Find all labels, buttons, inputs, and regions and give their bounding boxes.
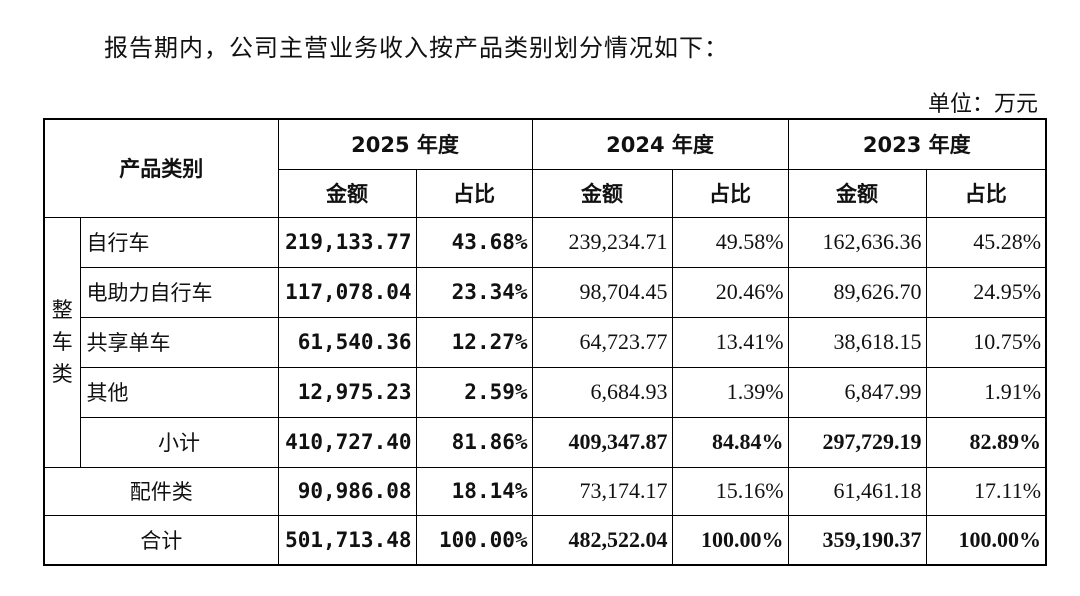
row-name: 自行车 <box>79 216 279 268</box>
row-name: 其他 <box>79 366 279 418</box>
group-label-char: 整 <box>51 298 73 322</box>
cell-2024-share: 15.16% <box>671 466 789 516</box>
cell-2024-share: 1.39% <box>671 366 789 418</box>
cell-2023-amount: 89,626.70 <box>787 266 927 318</box>
cell-2025-share: 2.59% <box>415 366 533 418</box>
cell-2023-amount: 6,847.99 <box>787 366 927 418</box>
cell-2024-amount: 409,347.87 <box>531 416 673 468</box>
parts-row: 配件类 90,986.08 18.14% 73,174.17 15.16% 61… <box>43 466 1047 516</box>
cell-2023-share: 17.11% <box>925 466 1047 516</box>
group-label-char: 类 <box>51 362 73 386</box>
header-year-2023: 2023 年度 <box>787 118 1047 170</box>
cell-2025-amount: 61,540.36 <box>277 316 417 368</box>
table-row: 其他 12,975.23 2.59% 6,684.93 1.39% 6,847.… <box>44 366 1047 418</box>
cell-2025-amount: 90,986.08 <box>277 466 417 516</box>
table-row: 整 车 类 自行车 219,133.77 43.68% 239,234.71 4… <box>43 216 1047 468</box>
cell-2025-share: 12.27% <box>415 316 533 368</box>
cell-2024-share: 13.41% <box>671 316 789 368</box>
group-label-vehicles: 整 车 类 <box>43 216 81 468</box>
cell-2023-share: 10.75% <box>925 316 1047 368</box>
header-share: 占比 <box>415 168 533 218</box>
cell-2025-amount: 501,713.48 <box>277 514 417 566</box>
header-category: 产品类别 <box>43 118 279 218</box>
cell-2023-share: 45.28% <box>925 216 1047 268</box>
cell-2023-share: 82.89% <box>925 416 1047 468</box>
cell-2023-share: 1.91% <box>925 366 1047 418</box>
cell-2024-amount: 239,234.71 <box>531 216 673 268</box>
cell-2024-amount: 6,684.93 <box>531 366 673 418</box>
cell-2023-share: 100.00% <box>925 514 1047 566</box>
unit-label: 单位：万元 <box>927 92 1038 117</box>
cell-2025-share: 43.68% <box>415 216 533 268</box>
cell-2024-share: 84.84% <box>671 416 789 468</box>
cell-2024-amount: 98,704.45 <box>531 266 673 318</box>
subtotal-row: 小计 410,727.40 81.86% 409,347.87 84.84% 2… <box>44 416 1047 468</box>
row-name: 电助力自行车 <box>79 266 279 318</box>
row-name: 合计 <box>43 514 279 566</box>
intro-text: 报告期内，公司主营业务收入按产品类别划分情况如下： <box>104 34 729 62</box>
group-label-char: 车 <box>51 330 73 354</box>
header-amount: 金额 <box>531 168 673 218</box>
cell-2025-amount: 12,975.23 <box>277 366 417 418</box>
row-name: 共享单车 <box>79 316 279 368</box>
cell-2025-share: 81.86% <box>415 416 533 468</box>
cell-2024-share: 100.00% <box>671 514 789 566</box>
cell-2025-amount: 219,133.77 <box>277 216 417 268</box>
row-name: 配件类 <box>43 466 279 516</box>
header-row-years: 产品类别 2025 年度 2024 年度 2023 年度 <box>43 118 1047 218</box>
cell-2024-share: 20.46% <box>671 266 789 318</box>
cell-2025-amount: 117,078.04 <box>277 266 417 318</box>
cell-2023-amount: 297,729.19 <box>787 416 927 468</box>
header-year-2024: 2024 年度 <box>531 118 789 170</box>
header-share: 占比 <box>925 168 1047 218</box>
cell-2024-amount: 482,522.04 <box>531 514 673 566</box>
header-amount: 金额 <box>787 168 927 218</box>
total-row: 合计 501,713.48 100.00% 482,522.04 100.00%… <box>43 514 1047 566</box>
header-year-2025: 2025 年度 <box>277 118 533 170</box>
revenue-by-product-table: 产品类别 2025 年度 2024 年度 2023 年度 金额 占比 金额 占比… <box>43 118 1048 566</box>
header-share: 占比 <box>671 168 789 218</box>
cell-2023-amount: 38,618.15 <box>787 316 927 368</box>
cell-2025-share: 18.14% <box>415 466 533 516</box>
cell-2023-amount: 162,636.36 <box>787 216 927 268</box>
header-amount: 金额 <box>277 168 417 218</box>
cell-2023-share: 24.95% <box>925 266 1047 318</box>
cell-2025-amount: 410,727.40 <box>277 416 417 468</box>
cell-2023-amount: 61,461.18 <box>787 466 927 516</box>
table-row: 共享单车 61,540.36 12.27% 64,723.77 13.41% 3… <box>44 316 1047 368</box>
table-row: 电助力自行车 117,078.04 23.34% 98,704.45 20.46… <box>44 266 1047 318</box>
cell-2024-amount: 73,174.17 <box>531 466 673 516</box>
cell-2024-amount: 64,723.77 <box>531 316 673 368</box>
cell-2025-share: 100.00% <box>415 514 533 566</box>
cell-2025-share: 23.34% <box>415 266 533 318</box>
cell-2023-amount: 359,190.37 <box>787 514 927 566</box>
cell-2024-share: 49.58% <box>671 216 789 268</box>
row-name: 小计 <box>79 416 279 468</box>
